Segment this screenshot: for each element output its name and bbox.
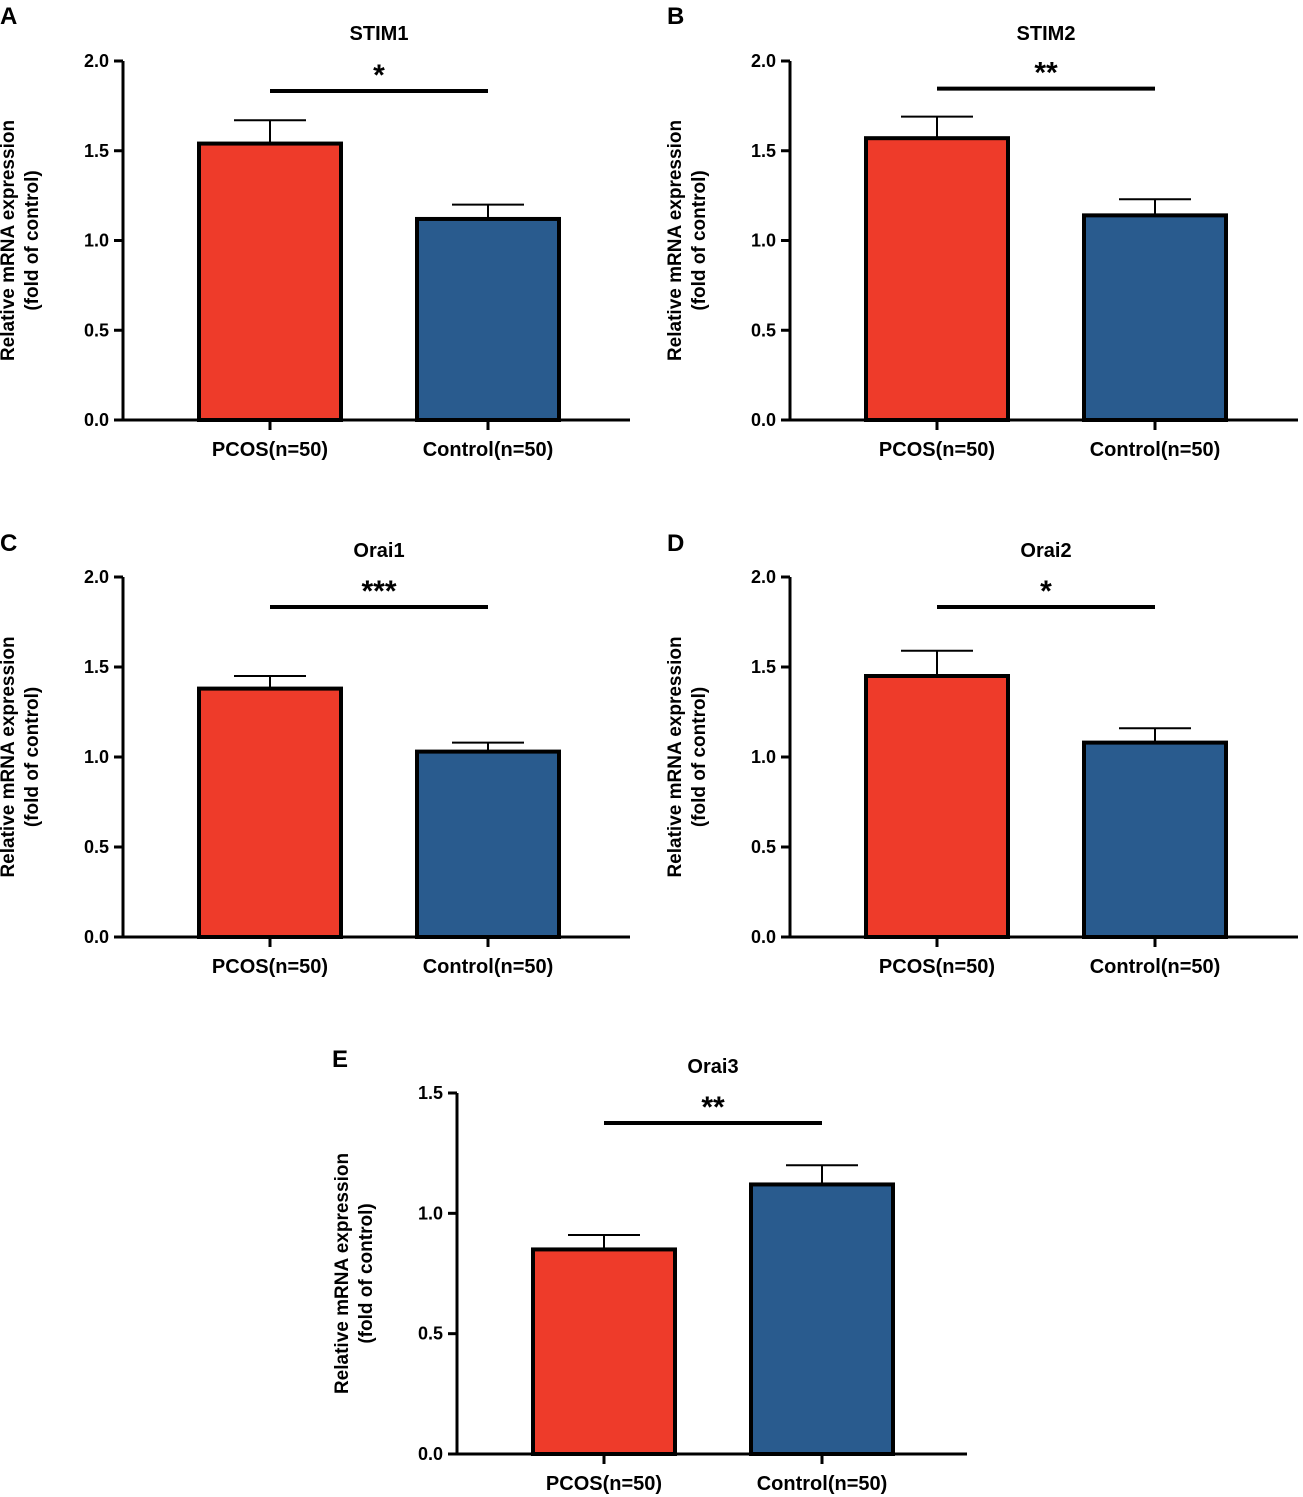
bar-control (749, 1182, 895, 1457)
x-category-label: PCOS(n=50) (212, 439, 328, 461)
chart-title: STIM2 (1017, 23, 1076, 45)
y-tick-label: 0.0 (418, 1444, 443, 1464)
x-category-label: Control(n=50) (423, 956, 554, 978)
y-axis-label-line: Relative mRNA expression (332, 1153, 353, 1394)
significance-label: * (1040, 575, 1052, 608)
y-axis-label-line: Relative mRNA expression (0, 120, 19, 361)
y-axis-label: Relative mRNA expression (fold of control… (665, 636, 710, 877)
y-tick-label: 1.5 (751, 141, 776, 161)
y-axis-label-line: (fold of control) (22, 687, 43, 827)
y-tick-label: 2.0 (84, 51, 109, 71)
chart-title: Orai1 (353, 540, 404, 562)
y-tick-label: 0.5 (418, 1324, 443, 1344)
y-axis-label: Relative mRNA expression (fold of control… (0, 636, 43, 877)
chart-panel-b: B STIM2 Relative mRNA expression (fold of c… (665, 3, 1298, 461)
y-tick-label: 1.5 (751, 657, 776, 677)
panel-letter: E (332, 1046, 348, 1073)
bar-control (1082, 213, 1228, 422)
y-tick-label: 0.0 (84, 927, 109, 947)
chart-panel-d: D Orai2 Relative mRNA expression (fold of c… (665, 530, 1298, 978)
y-tick-label: 0.5 (751, 320, 776, 340)
bar-pcos (197, 686, 343, 939)
y-tick-label: 1.0 (84, 747, 109, 767)
bar-pcos (531, 1247, 677, 1457)
y-axis-label-line: (fold of control) (356, 1203, 377, 1343)
panel-letter: D (667, 530, 684, 557)
chart-panel-a: A STIM1 Relative mRNA expression (fold of c… (0, 3, 630, 461)
x-category-label: PCOS(n=50) (879, 956, 995, 978)
bar-control (1082, 740, 1228, 939)
y-tick-label: 0.5 (751, 837, 776, 857)
y-tick-label: 2.0 (751, 567, 776, 587)
y-axis-label-line: (fold of control) (22, 170, 43, 310)
panel-letter: A (0, 3, 17, 30)
x-category-label: Control(n=50) (757, 1473, 888, 1495)
chart-panel-e: E Orai3 Relative mRNA expression (fold of c… (332, 1046, 967, 1495)
chart-panel-c: C Orai1 Relative mRNA expression (fold of c… (0, 530, 630, 978)
y-axis-label-line: Relative mRNA expression (665, 636, 686, 877)
y-tick-label: 1.5 (84, 657, 109, 677)
panel-letter: B (667, 3, 684, 30)
y-tick-label: 0.5 (84, 320, 109, 340)
y-axis-label: Relative mRNA expression (fold of control… (665, 120, 710, 361)
y-tick-label: 0.0 (751, 927, 776, 947)
bar-control (415, 749, 561, 939)
y-tick-label: 1.5 (84, 141, 109, 161)
y-axis-label-line: (fold of control) (689, 170, 710, 310)
y-tick-label: 2.0 (84, 567, 109, 587)
bar-pcos (864, 674, 1010, 939)
y-tick-label: 1.0 (751, 747, 776, 767)
significance-label: ** (1034, 57, 1058, 90)
y-tick-label: 0.5 (84, 837, 109, 857)
y-axis-label-line: Relative mRNA expression (0, 636, 19, 877)
y-tick-label: 1.0 (751, 231, 776, 251)
y-tick-label: 2.0 (751, 51, 776, 71)
significance-label: *** (361, 575, 396, 608)
x-category-label: Control(n=50) (423, 439, 554, 461)
significance-label: ** (701, 1091, 725, 1124)
y-axis-label-line: Relative mRNA expression (665, 120, 686, 361)
y-axis-label: Relative mRNA expression (fold of control… (332, 1153, 377, 1394)
y-tick-label: 1.0 (418, 1203, 443, 1223)
y-axis-label: Relative mRNA expression (fold of control… (0, 120, 43, 361)
chart-title: Orai2 (1020, 540, 1071, 562)
chart-title: Orai3 (687, 1056, 738, 1078)
y-tick-label: 0.0 (751, 410, 776, 430)
significance-label: * (373, 59, 385, 92)
bar-pcos (864, 136, 1010, 422)
bar-pcos (197, 141, 343, 422)
x-category-label: Control(n=50) (1090, 439, 1221, 461)
panel-letter: C (0, 530, 17, 557)
x-category-label: Control(n=50) (1090, 956, 1221, 978)
x-category-label: PCOS(n=50) (879, 439, 995, 461)
chart-title: STIM1 (350, 23, 409, 45)
y-tick-label: 1.5 (418, 1083, 443, 1103)
y-tick-label: 0.0 (84, 410, 109, 430)
x-category-label: PCOS(n=50) (212, 956, 328, 978)
y-tick-label: 1.0 (84, 231, 109, 251)
y-axis-label-line: (fold of control) (689, 687, 710, 827)
bar-control (415, 216, 561, 422)
x-category-label: PCOS(n=50) (546, 1473, 662, 1495)
